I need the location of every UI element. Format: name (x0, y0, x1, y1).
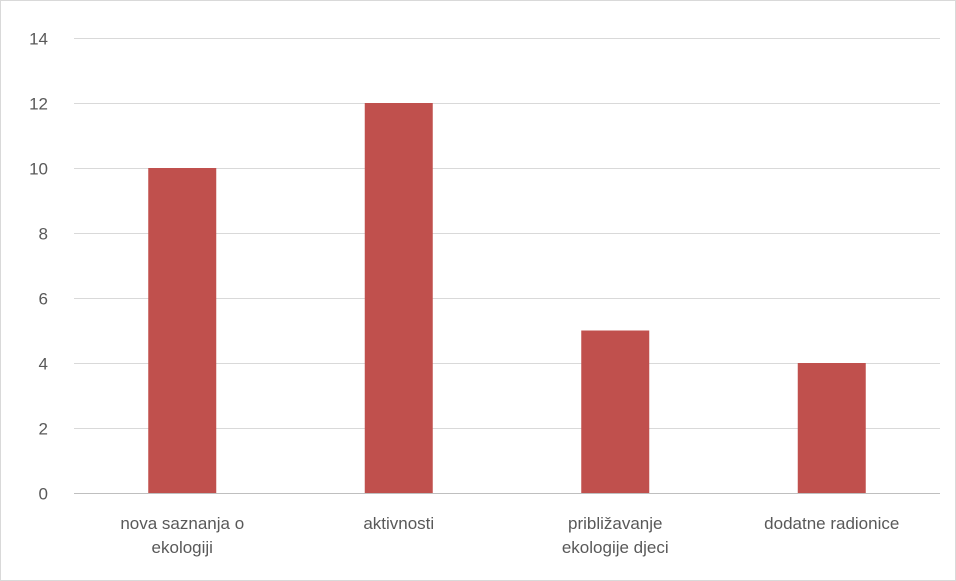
category-label-line: ekologiji (152, 538, 213, 557)
x-axis-category-labels: nova saznanja o ekologiji aktivnosti pribli… (120, 514, 899, 557)
y-tick-label: 6 (39, 290, 48, 309)
category-label: nova saznanja o ekologiji (120, 514, 244, 557)
y-axis-tick-labels: 0 2 4 6 8 10 12 14 (29, 30, 48, 504)
category-label-line: nova saznanja o (120, 514, 244, 533)
gridlines (74, 38, 940, 494)
category-label-line: približavanje (568, 514, 663, 533)
y-tick-label: 4 (39, 355, 48, 374)
bar-1 (364, 103, 433, 493)
category-label: približavanje ekologije djeci (562, 514, 669, 557)
category-label: aktivnosti (363, 514, 434, 533)
bars (148, 103, 866, 493)
y-tick-label: 2 (39, 420, 48, 439)
category-label-line: dodatne radionice (764, 514, 899, 533)
category-label-line: aktivnosti (363, 514, 434, 533)
category-label-line: ekologije djeci (562, 538, 669, 557)
y-tick-label: 8 (39, 225, 48, 244)
bar-2 (581, 330, 650, 493)
bar-3 (797, 363, 866, 493)
y-tick-label: 0 (39, 485, 48, 504)
y-tick-label: 14 (29, 30, 48, 49)
y-tick-label: 12 (29, 95, 48, 114)
y-tick-label: 10 (29, 160, 48, 179)
bar-0 (148, 168, 217, 493)
category-label: dodatne radionice (764, 514, 899, 533)
